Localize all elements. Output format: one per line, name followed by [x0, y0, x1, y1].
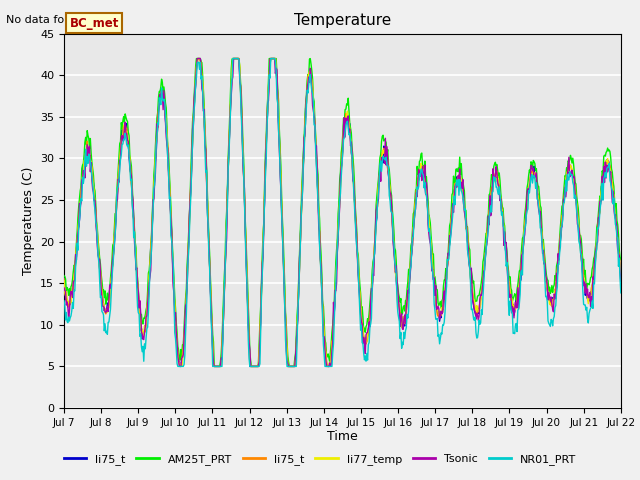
X-axis label: Time: Time — [327, 431, 358, 444]
Text: BC_met: BC_met — [70, 17, 119, 30]
Text: No data for f_AirT: No data for f_AirT — [6, 14, 104, 25]
Title: Temperature: Temperature — [294, 13, 391, 28]
Y-axis label: Temperatures (C): Temperatures (C) — [22, 167, 35, 275]
Legend: li75_t, AM25T_PRT, li75_t, li77_temp, Tsonic, NR01_PRT: li75_t, AM25T_PRT, li75_t, li77_temp, Ts… — [60, 450, 580, 469]
